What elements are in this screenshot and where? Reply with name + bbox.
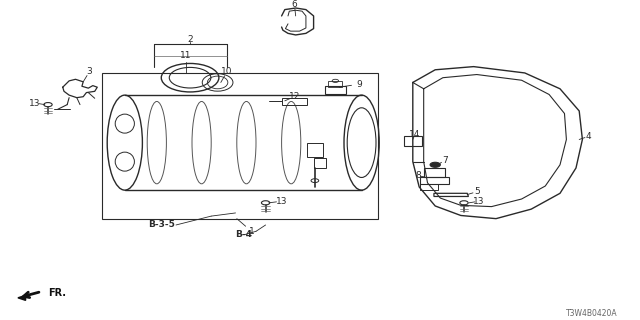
Text: 2: 2 (188, 35, 193, 44)
Bar (424, 168, 445, 178)
Bar (314, 158, 326, 168)
Text: 8: 8 (415, 172, 420, 180)
Bar (307, 143, 323, 157)
Text: 5: 5 (474, 187, 479, 196)
Text: 10: 10 (221, 67, 233, 76)
Polygon shape (18, 295, 26, 300)
Text: 6: 6 (292, 0, 297, 9)
Text: FR.: FR. (48, 288, 66, 298)
Text: 7: 7 (442, 156, 447, 164)
Text: B-3-5: B-3-5 (148, 220, 175, 229)
Bar (328, 81, 342, 87)
Text: 4: 4 (586, 132, 591, 141)
Bar (420, 177, 449, 184)
Bar (404, 136, 422, 146)
Text: 12: 12 (289, 92, 300, 101)
Text: T3W4B0420A: T3W4B0420A (566, 308, 618, 317)
Bar (325, 86, 346, 93)
Text: 14: 14 (409, 130, 420, 139)
Text: B-4: B-4 (236, 230, 253, 239)
Bar (420, 184, 438, 189)
Text: 1: 1 (249, 227, 254, 236)
Ellipse shape (430, 162, 440, 167)
Text: 13: 13 (276, 197, 287, 206)
Bar (282, 98, 307, 105)
Text: 13: 13 (29, 99, 41, 108)
Text: 11: 11 (180, 51, 191, 60)
Text: 3: 3 (87, 67, 92, 76)
Text: 9: 9 (357, 80, 362, 89)
Text: 13: 13 (473, 197, 484, 206)
